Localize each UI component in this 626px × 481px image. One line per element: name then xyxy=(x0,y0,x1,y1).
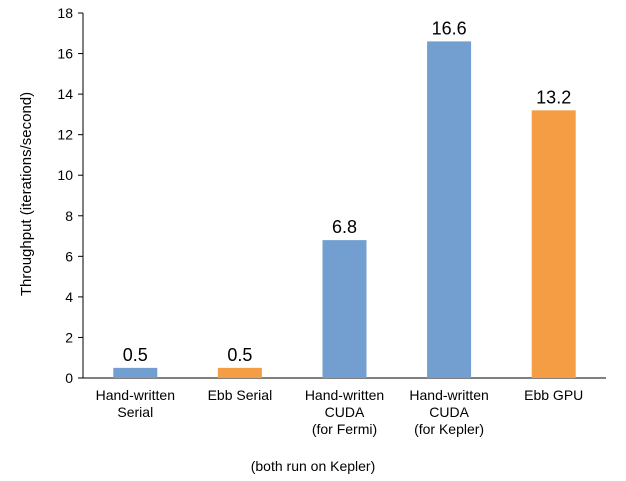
y-tick-label: 10 xyxy=(57,167,73,183)
y-tick-label: 18 xyxy=(57,5,73,21)
bar xyxy=(217,367,262,378)
y-tick-label: 4 xyxy=(65,289,73,305)
bar xyxy=(113,367,158,378)
data-label: 0.5 xyxy=(123,345,148,365)
category-label: Serial xyxy=(117,404,153,420)
y-axis-title: Throughput (iterations/second) xyxy=(18,92,35,296)
category-label: Hand-written xyxy=(409,387,488,403)
category-label: (for Kepler) xyxy=(414,421,484,437)
y-tick-label: 2 xyxy=(65,329,73,345)
data-label: 13.2 xyxy=(536,87,571,107)
y-tick-label: 0 xyxy=(65,370,73,386)
bar xyxy=(427,41,472,379)
category-label: Hand-written xyxy=(96,387,175,403)
data-label: 16.6 xyxy=(432,18,467,38)
annotation-note: (both run on Kepler) xyxy=(250,458,376,474)
category-label: Ebb Serial xyxy=(208,387,273,403)
bar xyxy=(322,240,367,378)
y-tick-label: 14 xyxy=(57,86,73,102)
data-labels: 0.5 0.5 6.8 16.6 13.2 xyxy=(123,18,571,364)
bar xyxy=(531,110,576,378)
category-label: (for Fermi) xyxy=(312,421,377,437)
y-ticks: 0 2 4 6 8 10 12 14 16 18 xyxy=(57,5,83,386)
data-label: 0.5 xyxy=(227,345,252,365)
y-tick-label: 6 xyxy=(65,248,73,264)
bars xyxy=(113,41,576,379)
category-label: CUDA xyxy=(325,404,365,420)
category-label: CUDA xyxy=(429,404,469,420)
category-label: Hand-written xyxy=(305,387,384,403)
data-label: 6.8 xyxy=(332,217,357,237)
y-tick-label: 16 xyxy=(57,46,73,62)
category-label: Ebb GPU xyxy=(524,387,583,403)
y-tick-label: 12 xyxy=(57,127,73,143)
y-tick-label: 8 xyxy=(65,208,73,224)
